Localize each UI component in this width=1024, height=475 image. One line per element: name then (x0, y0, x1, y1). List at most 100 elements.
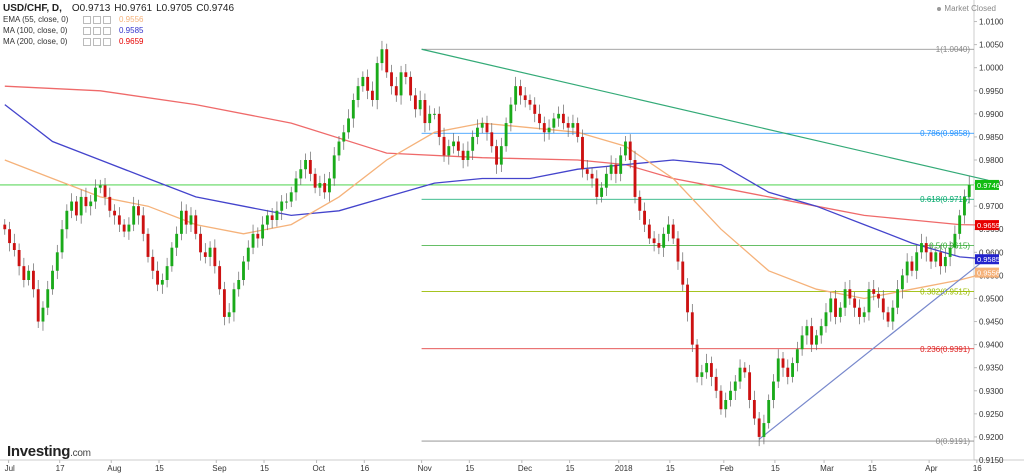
price-tag-box (975, 267, 999, 278)
candle-body (184, 210, 188, 225)
candle-body (471, 136, 475, 151)
candle-body (12, 243, 16, 250)
candle-body (495, 146, 498, 165)
trend-line (758, 256, 989, 440)
candle-body (89, 201, 93, 207)
current-price-tag-box (975, 179, 999, 190)
candle-body (557, 113, 561, 119)
candle-body (542, 123, 546, 133)
candle-body (308, 160, 312, 174)
candle-body (915, 252, 919, 271)
candle-body (561, 113, 565, 124)
symbol-title[interactable]: USD/CHF, D, (3, 3, 62, 14)
candle-body (132, 206, 136, 225)
candle-body (752, 400, 756, 419)
symbol-row: USD/CHF, D, O0.9713 H0.9761 L0.9705 C0.9… (3, 3, 238, 14)
candle-body (943, 256, 947, 267)
x-tick-label: 17 (56, 464, 65, 473)
y-tick-label: 0.9900 (979, 110, 1004, 119)
candle-body (108, 196, 112, 211)
candle-body (199, 233, 202, 253)
candle-body (929, 252, 933, 262)
close-icon[interactable] (103, 37, 111, 46)
candle-body (423, 100, 427, 124)
candle-body (724, 400, 728, 410)
moving-average-line (4, 85, 989, 226)
x-tick-label: 15 (260, 464, 269, 473)
candle-body (619, 155, 623, 174)
candle-body (165, 266, 169, 280)
settings-icon[interactable] (83, 26, 91, 35)
candle-body (647, 224, 651, 239)
candle-body (156, 270, 159, 285)
candle-body (51, 270, 54, 290)
candle-body (113, 210, 117, 216)
candle-body (213, 247, 217, 267)
candle-body (146, 233, 150, 257)
x-tick-label: 15 (666, 464, 675, 473)
indicator-ma100[interactable]: MA (100, close, 0) 0.9585 (3, 25, 238, 36)
x-tick-label: Mar (820, 464, 834, 473)
candle-body (576, 123, 580, 137)
candle-body (600, 187, 604, 197)
indicator-value: 0.9556 (119, 15, 144, 24)
candle-body (566, 123, 570, 128)
candle-body (160, 280, 164, 285)
indicator-label: EMA (55, close, 0) (3, 15, 69, 24)
candle-body (337, 141, 341, 156)
close-icon[interactable] (103, 15, 111, 24)
logo-name: Investing (7, 443, 71, 460)
candle-body (900, 275, 904, 290)
candle-body (643, 210, 646, 225)
indicator-value: 0.9585 (119, 26, 144, 35)
candle-body (328, 178, 331, 193)
candle-body (304, 160, 308, 170)
y-tick-label: 0.9250 (979, 410, 1004, 419)
candle-body (681, 261, 685, 285)
candle-body (838, 307, 842, 317)
candle-body (848, 289, 852, 299)
candle-body (366, 76, 370, 91)
open-value: O0.9713 (71, 3, 111, 14)
close-icon[interactable] (103, 26, 111, 35)
candle-body (41, 307, 45, 322)
x-tick-label: Oct (313, 464, 326, 473)
candle-body (94, 187, 97, 202)
candle-body (285, 201, 288, 203)
candle-body (795, 349, 799, 364)
candle-body (318, 183, 322, 188)
candle-body (141, 215, 145, 234)
y-tick-label: 0.9150 (979, 456, 1004, 465)
y-tick-label: 0.9400 (979, 341, 1004, 350)
candle-body (934, 252, 938, 262)
indicator-ema[interactable]: EMA (55, close, 0) 0.9556 (3, 14, 238, 25)
visibility-icon[interactable] (93, 15, 101, 24)
candle-body (695, 344, 699, 377)
x-tick-label: 2018 (615, 464, 633, 473)
candle-body (518, 86, 522, 96)
candle-body (289, 192, 293, 202)
candle-body (939, 252, 943, 267)
candle-body (638, 196, 642, 211)
visibility-icon[interactable] (93, 26, 101, 35)
candle-body (485, 123, 489, 133)
candle-body (867, 289, 871, 313)
settings-icon[interactable] (83, 15, 91, 24)
candle-body (256, 233, 260, 239)
candle-body (590, 173, 594, 179)
candle-body (347, 118, 350, 133)
price-tag-label: 0.9659 (977, 221, 1000, 230)
candle-body (633, 160, 637, 197)
candle-body (394, 86, 398, 96)
candle-body (117, 215, 121, 225)
candle-body (332, 155, 336, 179)
y-tick-label: 0.9500 (979, 294, 1004, 303)
visibility-icon[interactable] (93, 37, 101, 46)
candle-body (490, 132, 494, 147)
x-tick-label: 15 (868, 464, 877, 473)
candle-body (261, 224, 265, 239)
settings-icon[interactable] (83, 37, 91, 46)
price-tag-box (975, 220, 999, 231)
indicator-ma200[interactable]: MA (200, close, 0) 0.9659 (3, 36, 238, 47)
